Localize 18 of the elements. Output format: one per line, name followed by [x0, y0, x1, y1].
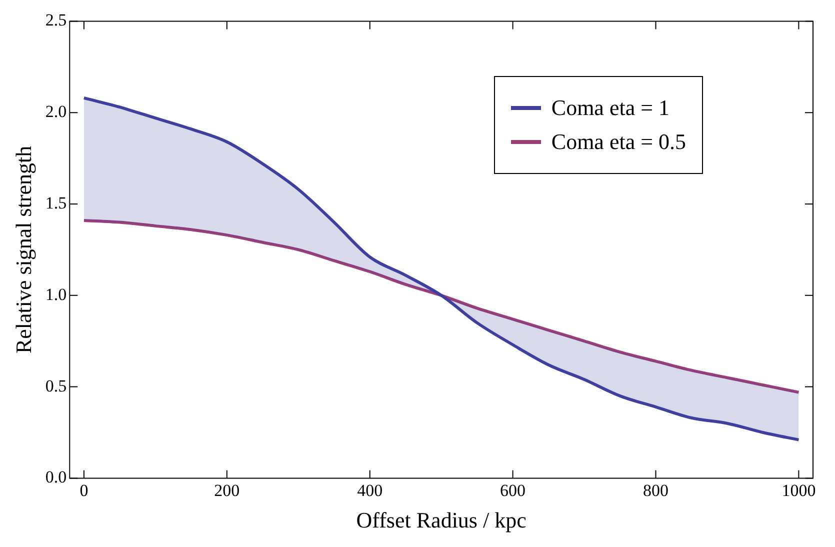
legend-label: Coma eta = 1 — [551, 95, 670, 122]
y-tick-label: 2.0 — [45, 102, 67, 122]
x-tick-label: 0 — [80, 480, 88, 500]
y-tick-label: 0.0 — [45, 468, 67, 487]
y-tick-label: 0.5 — [45, 376, 67, 396]
y-tick-label: 1.5 — [45, 193, 67, 212]
x-axis-title: Offset Radius / kpc — [356, 508, 527, 533]
line-series — [82, 96, 800, 442]
x-tick-label: 1000 — [782, 480, 816, 500]
y-axis-title: Relative signal strength — [10, 146, 36, 354]
line-series — [82, 218, 800, 394]
x-tick-label: 600 — [500, 480, 526, 500]
y-tick-label: 1.0 — [45, 284, 67, 304]
x-tick-label: 800 — [643, 480, 669, 500]
x-tick-label: 400 — [357, 480, 383, 500]
x-tick-label: 200 — [214, 480, 240, 500]
legend-label: Coma eta = 0.5 — [551, 129, 686, 156]
y-tick-label: 2.5 — [45, 10, 67, 30]
